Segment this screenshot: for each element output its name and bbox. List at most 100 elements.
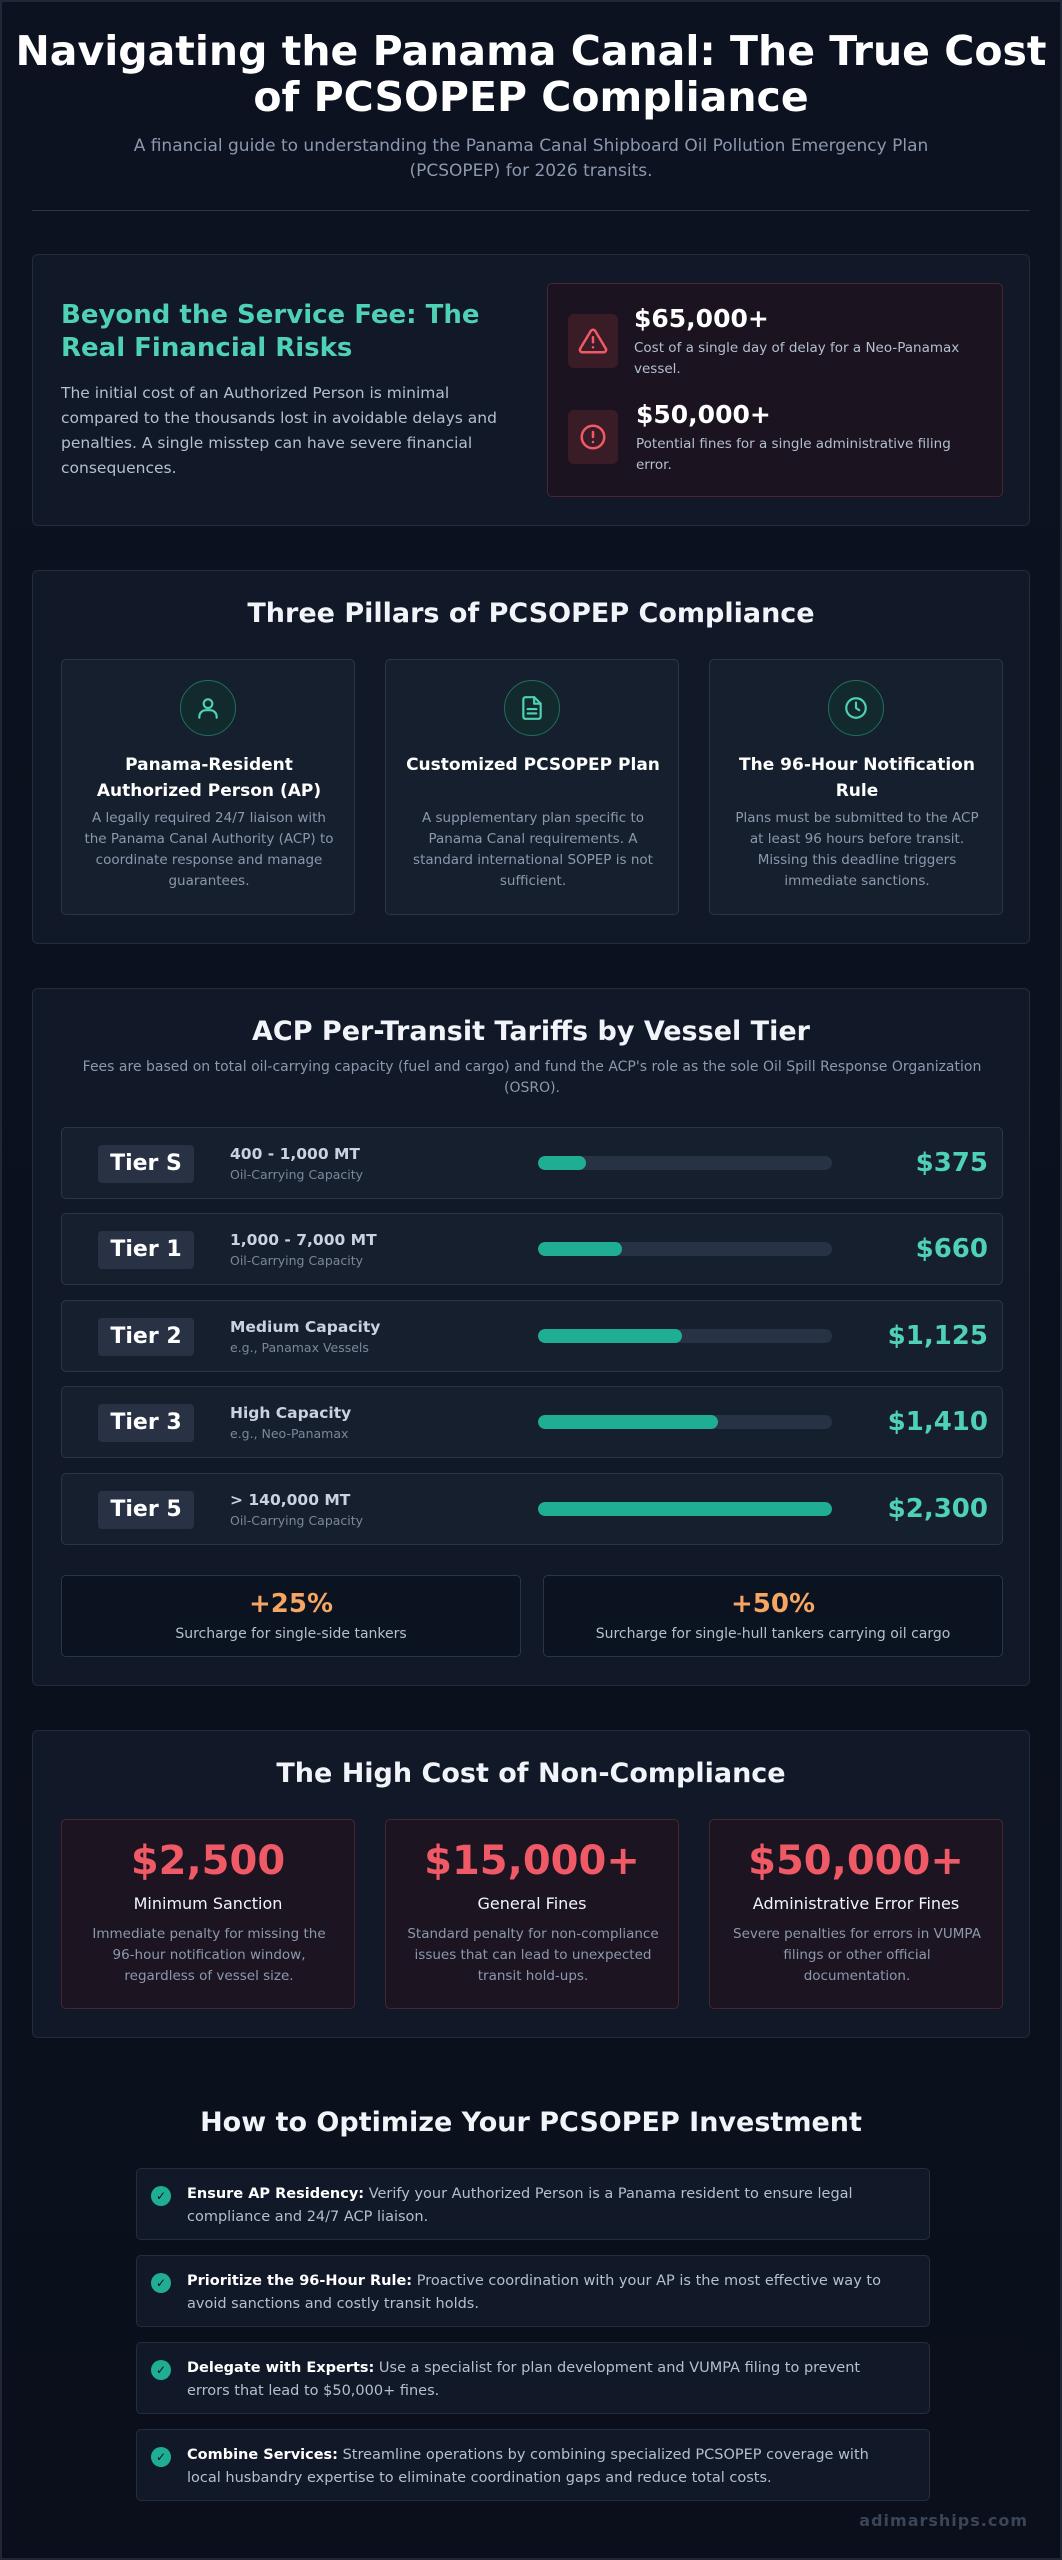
fine-label: Minimum Sanction	[133, 1894, 283, 1913]
tip-text: Combine Services: Streamline operations …	[187, 2444, 907, 2490]
fine-amount: $2,500	[130, 1838, 286, 1884]
pillar-desc: A legally required 24/7 liaison with the…	[84, 810, 334, 889]
site-watermark: adimarships.com	[859, 2511, 1028, 2530]
financial-risks-section: Beyond the Service Fee: The Real Financi…	[32, 254, 1030, 526]
tier-price: $1,410	[887, 1407, 988, 1437]
tip-body: Proactive coordination with your AP is t…	[187, 2273, 881, 2312]
risk-fine-amount: $50,000+	[636, 400, 771, 429]
page-title: Navigating the Panama Canal: The True Co…	[15, 27, 1047, 121]
fine-card-general-fines: $15,000+ General Fines Standard penalty …	[385, 1819, 679, 2009]
tier-range: High Capacity	[230, 1404, 352, 1422]
risks-title: Beyond the Service Fee: The Real Financi…	[61, 300, 480, 363]
tier-note: Oil-Carrying Capacity	[230, 1167, 364, 1182]
fine-card-administrative-error: $50,000+ Administrative Error Fines Seve…	[709, 1819, 1003, 2009]
tier-badge: Tier 1	[98, 1231, 194, 1269]
pillar-desc: A supplementary plan specific to Panama …	[413, 810, 653, 889]
pillar-title: Panama-Resident Authorized Person (AP)	[96, 755, 322, 801]
risk-panel: $65,000+ Cost of a single day of delay f…	[547, 283, 1003, 497]
tip-item: ✓ Prioritize the 96-Hour Rule: Proactive…	[136, 2255, 930, 2327]
pillar-title: The 96-Hour Notification Rule	[739, 755, 975, 801]
fine-amount: $15,000+	[424, 1838, 640, 1884]
tier-note: e.g., Panamax Vessels	[230, 1340, 369, 1355]
optimize-title: How to Optimize Your PCSOPEP Investment	[200, 2107, 862, 2138]
tier-badge: Tier S	[98, 1145, 194, 1183]
tip-body: Use a specialist for plan development an…	[187, 2360, 861, 2399]
fine-desc: Standard penalty for non-compliance issu…	[407, 1926, 659, 1984]
tier-bar-fill	[538, 1242, 623, 1256]
surcharge-card-single-side: +25% Surcharge for single-side tankers	[61, 1575, 521, 1657]
pillar-card-96-hour-rule: The 96-Hour Notification Rule Plans must…	[709, 659, 1003, 915]
tier-price: $660	[915, 1234, 988, 1264]
fine-label: Administrative Error Fines	[752, 1894, 960, 1913]
tier-bar-fill	[538, 1156, 586, 1170]
tier-price: $1,125	[887, 1321, 988, 1351]
risks-body: The initial cost of an Authorized Person…	[61, 384, 497, 477]
fine-amount: $50,000+	[748, 1838, 964, 1884]
tier-price: $2,300	[887, 1494, 988, 1524]
fine-card-minimum-sanction: $2,500 Minimum Sanction Immediate penalt…	[61, 1819, 355, 2009]
tier-bar-track	[538, 1502, 832, 1516]
surcharge-percent: +50%	[730, 1589, 816, 1619]
clock-icon	[828, 680, 884, 736]
tier-bar-track	[538, 1156, 832, 1170]
fine-label: General Fines	[477, 1894, 587, 1913]
tier-badge: Tier 2	[98, 1318, 194, 1356]
noncompliance-title: The High Cost of Non-Compliance	[276, 1758, 786, 1789]
pillar-card-custom-plan: Customized PCSOPEP Plan A supplementary …	[385, 659, 679, 915]
compliance-pillars-section: Three Pillars of PCSOPEP Compliance Pana…	[32, 570, 1030, 944]
risk-fine-desc: Potential fines for a single administrat…	[636, 436, 951, 473]
tip-item: ✓ Ensure AP Residency: Verify your Autho…	[136, 2168, 930, 2240]
tier-bar-track	[538, 1329, 832, 1343]
tip-text: Prioritize the 96-Hour Rule: Proactive c…	[187, 2270, 907, 2316]
tier-row: Tier 5 > 140,000 MT Oil-Carrying Capacit…	[61, 1473, 1003, 1545]
tier-bar-fill	[538, 1502, 832, 1516]
surcharge-percent: +25%	[248, 1589, 334, 1619]
surcharge-desc: Surcharge for single-side tankers	[175, 1626, 407, 1642]
tariffs-title: ACP Per-Transit Tariffs by Vessel Tier	[252, 1016, 810, 1047]
tier-range: 400 - 1,000 MT	[230, 1145, 361, 1163]
surcharge-desc: Surcharge for single-hull tankers carryi…	[595, 1626, 951, 1642]
check-icon: ✓	[151, 2360, 171, 2380]
tariffs-subtitle: Fees are based on total oil-carrying cap…	[82, 1059, 982, 1096]
pillar-card-authorized-person: Panama-Resident Authorized Person (AP) A…	[61, 659, 355, 915]
tier-range: 1,000 - 7,000 MT	[230, 1231, 377, 1249]
risk-delay-amount: $65,000+	[634, 304, 769, 333]
tier-badge: Tier 5	[98, 1491, 194, 1529]
tip-text: Ensure AP Residency: Verify your Authori…	[187, 2183, 907, 2229]
tier-row: Tier 3 High Capacity e.g., Neo-Panamax $…	[61, 1386, 1003, 1458]
check-icon: ✓	[151, 2273, 171, 2293]
header-divider	[32, 210, 1030, 211]
risk-delay-desc: Cost of a single day of delay for a Neo-…	[634, 340, 960, 377]
tier-note: Oil-Carrying Capacity	[230, 1253, 364, 1268]
tip-heading: Delegate with Experts:	[187, 2360, 375, 2376]
pillars-title: Three Pillars of PCSOPEP Compliance	[247, 598, 815, 629]
pillar-title: Customized PCSOPEP Plan	[406, 755, 660, 775]
tariffs-section: ACP Per-Transit Tariffs by Vessel Tier F…	[32, 988, 1030, 1686]
tier-badge: Tier 3	[98, 1404, 194, 1442]
tip-text: Delegate with Experts: Use a specialist …	[187, 2357, 907, 2403]
pillar-desc: Plans must be submitted to the ACP at le…	[735, 810, 979, 889]
check-icon: ✓	[151, 2186, 171, 2206]
fine-desc: Severe penalties for errors in VUMPA fil…	[733, 1926, 981, 1984]
tip-item: ✓ Delegate with Experts: Use a specialis…	[136, 2342, 930, 2414]
tier-note: Oil-Carrying Capacity	[230, 1513, 364, 1528]
tier-row: Tier 1 1,000 - 7,000 MT Oil-Carrying Cap…	[61, 1213, 1003, 1285]
tier-bar-track	[538, 1242, 832, 1256]
tip-body: Streamline operations by combining speci…	[187, 2447, 869, 2486]
tier-note: e.g., Neo-Panamax	[230, 1426, 349, 1441]
tip-heading: Ensure AP Residency:	[187, 2186, 365, 2202]
tier-price: $375	[915, 1148, 988, 1178]
surcharge-card-single-hull: +50% Surcharge for single-hull tankers c…	[543, 1575, 1003, 1657]
document-icon	[504, 680, 560, 736]
alert-circle-icon	[568, 410, 618, 464]
tier-range: > 140,000 MT	[230, 1491, 351, 1509]
warning-triangle-icon	[568, 314, 618, 368]
tier-row: Tier 2 Medium Capacity e.g., Panamax Ves…	[61, 1300, 1003, 1372]
tip-body: Verify your Authorized Person is a Panam…	[187, 2186, 853, 2225]
tier-bar-fill	[538, 1415, 719, 1429]
tip-item: ✓ Combine Services: Streamline operation…	[136, 2429, 930, 2501]
tier-range: Medium Capacity	[230, 1318, 381, 1336]
tip-heading: Combine Services:	[187, 2447, 338, 2463]
tier-bar-fill	[538, 1329, 682, 1343]
